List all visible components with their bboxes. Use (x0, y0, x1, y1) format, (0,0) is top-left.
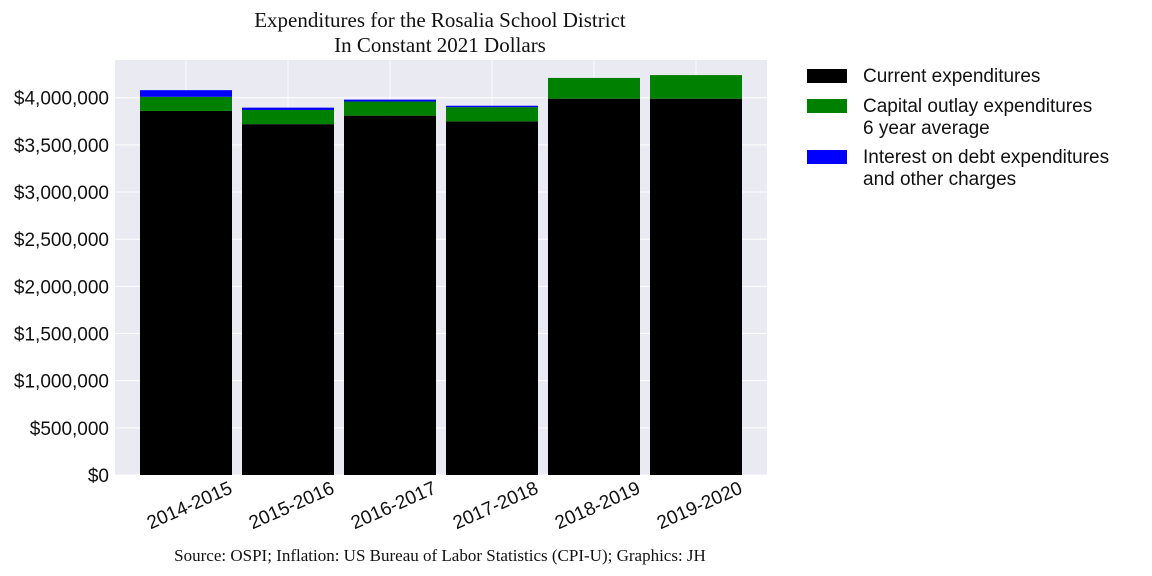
legend: Current expenditures Capital outlay expen… (807, 66, 1109, 190)
bar-segment-current (548, 98, 640, 475)
source-note: Source: OSPI; Inflation: US Bureau of La… (174, 546, 706, 565)
y-tick-label: $0 (88, 466, 109, 487)
bar-segment-interest (242, 107, 334, 110)
bar-segment-capital-outlay (140, 96, 232, 111)
x-tick-label: 2017-2018 (450, 478, 542, 534)
x-tick-label: 2016-2017 (348, 478, 440, 534)
x-tick-label: 2019-2020 (654, 478, 746, 534)
legend-label: Interest on debt expenditures and other c… (863, 147, 1109, 190)
bar-segment-current (140, 110, 232, 475)
bar-segment-current (242, 124, 334, 476)
chart-subtitle: In Constant 2021 Dollars (334, 33, 546, 57)
y-tick-label: $4,000,000 (14, 89, 109, 110)
chart-title: Expenditures for the Rosalia School Dist… (254, 8, 626, 32)
x-tick-label: 2015-2016 (246, 478, 338, 534)
bar-segment-interest (140, 90, 232, 97)
y-tick-label: $2,500,000 (14, 230, 109, 251)
y-axis: $0 $500,000 $1,000,000 $1,500,000 $2,000,000… (14, 89, 109, 487)
y-tick-label: $3,500,000 (14, 136, 109, 157)
legend-label: Capital outlay expenditures 6 year averag… (863, 96, 1092, 139)
y-tick-label: $1,500,000 (14, 325, 109, 346)
y-tick-label: $500,000 (30, 419, 109, 440)
bar-segment-interest (446, 105, 538, 108)
y-tick-label: $2,000,000 (14, 277, 109, 298)
bar-segment-capital-outlay (548, 77, 640, 99)
bar-segment-current (650, 98, 742, 475)
x-tick-label: 2014-2015 (144, 478, 236, 534)
bar-segment-capital-outlay (242, 109, 334, 125)
x-tick-label: 2018-2019 (552, 478, 644, 534)
bar-segment-interest (344, 99, 436, 102)
legend-swatch (807, 69, 847, 83)
bars (140, 75, 742, 476)
legend-swatch (807, 99, 847, 113)
legend-label: Current expenditures (863, 66, 1040, 87)
bar-segment-current (446, 121, 538, 475)
bar-segment-capital-outlay (446, 107, 538, 122)
bar-segment-current (344, 115, 436, 475)
y-tick-label: $3,000,000 (14, 183, 109, 204)
legend-swatch (807, 150, 847, 164)
bar-segment-capital-outlay (344, 101, 436, 116)
x-axis: 2014-2015 2015-2016 2016-2017 2017-2018 2018… (144, 478, 746, 534)
bar-segment-capital-outlay (650, 75, 742, 99)
y-tick-label: $1,000,000 (14, 372, 109, 393)
